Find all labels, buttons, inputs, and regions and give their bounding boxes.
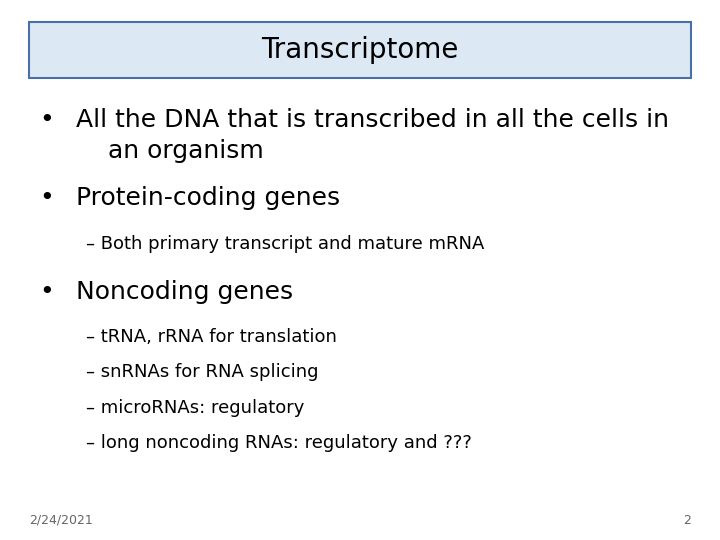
Text: 2: 2 [683,514,691,526]
Text: •: • [40,280,54,303]
Text: – long noncoding RNAs: regulatory and ???: – long noncoding RNAs: regulatory and ??… [86,434,472,451]
FancyBboxPatch shape [29,22,691,78]
Text: •: • [40,186,54,210]
Text: – Both primary transcript and mature mRNA: – Both primary transcript and mature mRN… [86,235,485,253]
Text: – microRNAs: regulatory: – microRNAs: regulatory [86,399,305,416]
Text: – tRNA, rRNA for translation: – tRNA, rRNA for translation [86,328,337,346]
Text: Protein-coding genes: Protein-coding genes [76,186,340,210]
Text: All the DNA that is transcribed in all the cells in
    an organism: All the DNA that is transcribed in all t… [76,108,669,163]
Text: Noncoding genes: Noncoding genes [76,280,293,303]
Text: 2/24/2021: 2/24/2021 [29,514,93,526]
Text: – snRNAs for RNA splicing: – snRNAs for RNA splicing [86,363,319,381]
Text: Transcriptome: Transcriptome [261,36,459,64]
Text: •: • [40,108,54,132]
